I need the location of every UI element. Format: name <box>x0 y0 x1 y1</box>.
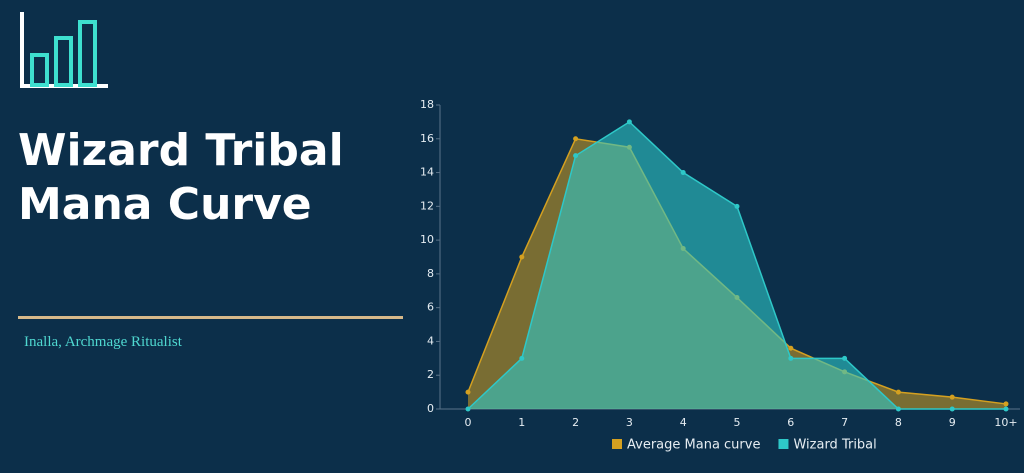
area-fill <box>468 121 1006 409</box>
data-point <box>895 389 901 395</box>
y-tick-label: 10 <box>420 233 434 246</box>
x-tick-label: 0 <box>465 416 472 429</box>
x-tick-label: 2 <box>572 416 579 429</box>
x-tick-label: 6 <box>787 416 794 429</box>
page-title: Wizard Tribal Mana Curve <box>18 125 344 230</box>
data-point <box>519 254 525 260</box>
y-tick-label: 0 <box>427 402 434 415</box>
data-point <box>895 406 901 412</box>
divider <box>18 316 403 319</box>
data-point <box>465 406 471 412</box>
legend-swatch <box>778 439 789 449</box>
y-tick-label: 4 <box>427 334 434 347</box>
x-tick-label: 4 <box>680 416 687 429</box>
legend-swatch <box>612 439 622 449</box>
x-tick-label: 10+ <box>994 416 1017 429</box>
y-tick-label: 6 <box>427 301 434 314</box>
y-tick-label: 12 <box>420 199 434 212</box>
x-tick-label: 5 <box>734 416 741 429</box>
data-point <box>788 345 794 351</box>
data-point <box>949 394 955 400</box>
data-point <box>626 119 632 125</box>
y-tick-label: 16 <box>420 132 434 145</box>
data-point <box>573 153 579 159</box>
y-tick-label: 2 <box>427 368 434 381</box>
data-point <box>788 355 794 361</box>
y-tick-label: 8 <box>427 267 434 280</box>
data-point <box>680 170 686 176</box>
subtitle: Inalla, Archmage Ritualist <box>24 334 182 350</box>
x-tick-label: 9 <box>949 416 956 429</box>
y-tick-label: 14 <box>420 166 434 179</box>
data-point <box>1003 406 1009 412</box>
data-point <box>1003 401 1009 407</box>
logo-icon <box>20 12 108 88</box>
legend-label: Wizard Tribal <box>793 438 876 453</box>
x-tick-label: 1 <box>518 416 525 429</box>
x-tick-label: 8 <box>895 416 902 429</box>
x-tick-label: 7 <box>841 416 848 429</box>
x-tick-label: 3 <box>626 416 633 429</box>
data-point <box>519 355 525 361</box>
data-point <box>734 203 740 209</box>
data-point <box>465 389 471 395</box>
legend-label: Average Mana curve <box>627 438 760 453</box>
data-point <box>949 406 955 412</box>
y-tick-label: 18 <box>420 98 434 111</box>
data-point <box>842 355 848 361</box>
data-point <box>573 136 579 142</box>
